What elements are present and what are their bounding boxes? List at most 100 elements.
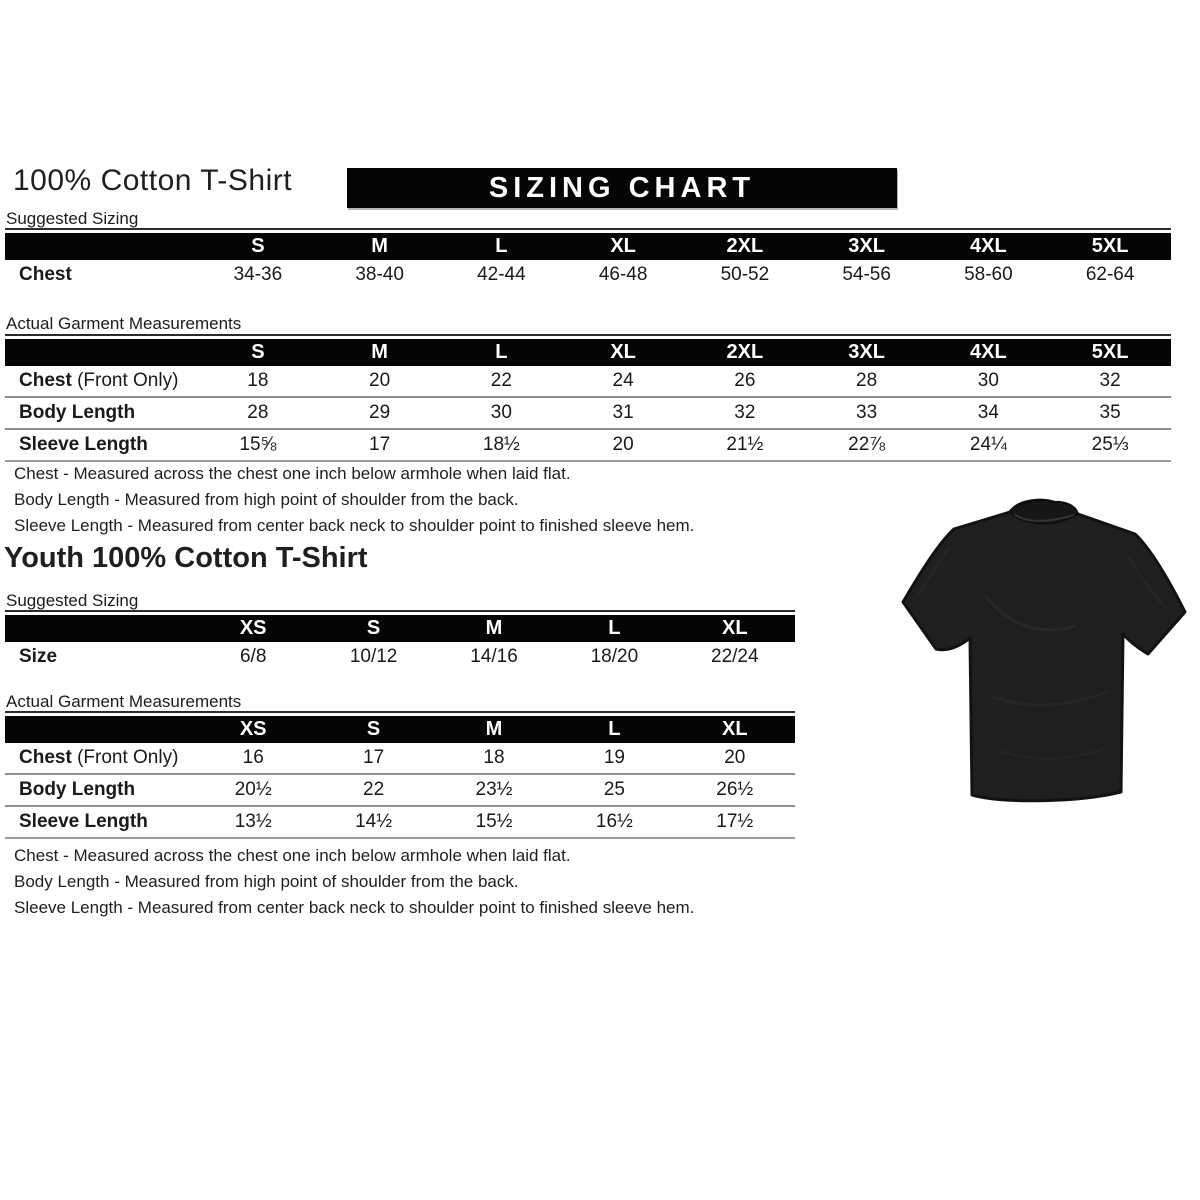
table-cell: 18 <box>247 370 269 391</box>
table-cell: 22⅞ <box>848 434 886 455</box>
note-line: Body Length - Measured from high point o… <box>14 872 519 891</box>
table-rows: Chest 34-36 38-40 42-44 46-48 50-52 54-56 58-60… <box>5 260 1171 290</box>
table-cell: 32 <box>734 402 756 423</box>
row-label-text: Sleeve Length <box>19 811 148 832</box>
row-label: Chest (Front Only) <box>5 743 193 773</box>
sizing-chart-banner: SIZING CHART <box>347 168 897 208</box>
column-header-m: M <box>485 617 503 639</box>
column-header-l: L <box>495 235 508 257</box>
row-label-text: Chest <box>19 370 72 391</box>
column-header-xl: XL <box>722 617 748 639</box>
youth-suggested-sizing-table: XS S M L XL Size 6/8 10/12 14/16 18/20 22/24 <box>5 610 795 672</box>
table-cell: 20½ <box>234 779 272 800</box>
table-cell: 17 <box>363 747 385 768</box>
row-label: Chest (Front Only) <box>5 366 197 396</box>
row-label: Chest <box>5 260 197 290</box>
table-cell: 32 <box>1099 370 1121 391</box>
column-header-3xl: 3XL <box>848 235 885 257</box>
header-spacer-cell <box>5 339 197 366</box>
row-label: Body Length <box>5 775 193 805</box>
table-cell: 19 <box>603 747 625 768</box>
table-cell: 26 <box>734 370 756 391</box>
table-cell: 18 <box>483 747 505 768</box>
table-cell: 28 <box>856 370 878 391</box>
table-cell: 29 <box>369 402 391 423</box>
youth-measurement-notes: Chest - Measured across the chest one in… <box>14 843 694 921</box>
table-row: Body Length 20½ 22 23½ 25 26½ <box>5 773 795 805</box>
table-rows: Chest (Front Only) 16 17 18 19 20 Body Length 2… <box>5 743 795 839</box>
column-header-s: S <box>366 718 381 740</box>
table-cell: 34-36 <box>233 264 283 285</box>
table-header-row: S M L XL 2XL 3XL 4XL 5XL <box>5 339 1171 366</box>
table-cell: 20 <box>612 434 634 455</box>
row-label: Body Length <box>5 398 197 428</box>
column-header-xs: XS <box>239 617 267 639</box>
table-header-row: XS S M L XL <box>5 615 795 642</box>
table-cell: 42-44 <box>477 264 526 285</box>
table-cell: 38-40 <box>355 264 404 285</box>
table-cell: 14½ <box>355 811 393 832</box>
row-label-suffix: (Front Only) <box>71 747 179 768</box>
column-header-5xl: 5XL <box>1091 341 1129 363</box>
row-label-suffix: (Front Only) <box>71 370 179 391</box>
table-row: Body Length 28 29 30 31 32 33 34 35 <box>5 396 1171 428</box>
header-spacer-cell <box>5 233 197 260</box>
note-line: Chest - Measured across the chest one in… <box>14 464 571 483</box>
tshirt-silhouette-icon <box>901 498 1187 803</box>
table-cell: 24 <box>612 370 634 391</box>
youth-suggested-sizing-label: Suggested Sizing <box>6 591 139 610</box>
table-cell: 31 <box>612 402 634 423</box>
column-header-2xl: 2XL <box>726 235 764 257</box>
column-header-m: M <box>371 235 388 257</box>
row-label: Sleeve Length <box>5 430 197 460</box>
table-cell: 24¼ <box>969 434 1007 455</box>
table-cell: 13½ <box>234 811 272 832</box>
adult-actual-measurements-label: Actual Garment Measurements <box>6 314 242 333</box>
table-cell: 26½ <box>716 779 754 800</box>
note-line: Body Length - Measured from high point o… <box>14 490 519 509</box>
table-row: Size 6/8 10/12 14/16 18/20 22/24 <box>5 642 795 672</box>
table-cell: 22/24 <box>711 646 759 667</box>
column-header-xl: XL <box>610 235 636 257</box>
table-cell: 15½ <box>475 811 513 832</box>
row-label-text: Chest <box>19 747 72 768</box>
row-label: Sleeve Length <box>5 807 193 837</box>
table-cell: 20 <box>724 747 746 768</box>
column-header-l: L <box>608 718 621 740</box>
note-line: Sleeve Length - Measured from center bac… <box>14 898 695 917</box>
table-cell: 30 <box>977 370 999 391</box>
table-rows: Chest (Front Only) 18 20 22 24 26 28 30 32 Body L… <box>5 366 1171 462</box>
table-cell: 28 <box>247 402 269 423</box>
youth-actual-measurements-table: XS S M L XL Chest (Front Only) 16 17 18 19 20 Body … <box>5 711 795 839</box>
table-header-row: XS S M L XL <box>5 716 795 743</box>
column-header-l: L <box>495 341 508 363</box>
column-header-xl: XL <box>610 341 636 363</box>
column-header-4xl: 4XL <box>970 341 1007 363</box>
youth-page-title: Youth 100% Cotton T-Shirt <box>4 542 368 574</box>
column-header-s: S <box>251 341 265 363</box>
table-cell: 54-56 <box>842 264 891 285</box>
note-line: Chest - Measured across the chest one in… <box>14 846 571 865</box>
table-cell: 16 <box>242 747 264 768</box>
table-cell: 34 <box>977 402 999 423</box>
column-header-m: M <box>485 718 503 740</box>
table-cell: 50-52 <box>720 264 770 285</box>
adult-suggested-sizing-table: S M L XL 2XL 3XL 4XL 5XL Chest 34-36 38-40 42-44 46-… <box>5 228 1171 290</box>
column-header-3xl: 3XL <box>848 341 885 363</box>
table-rows: Size 6/8 10/12 14/16 18/20 22/24 <box>5 642 795 672</box>
page-title: 100% Cotton T-Shirt <box>13 164 293 197</box>
table-cell: 6/8 <box>239 646 267 667</box>
header-spacer-cell <box>5 716 193 743</box>
table-cell: 22 <box>363 779 385 800</box>
column-header-s: S <box>251 235 265 257</box>
table-cell: 62-64 <box>1085 264 1135 285</box>
tshirt-photo <box>890 476 1198 806</box>
column-header-l: L <box>608 617 621 639</box>
table-row: Sleeve Length 13½ 14½ 15½ 16½ 17½ <box>5 805 795 837</box>
adult-actual-measurements-table: S M L XL 2XL 3XL 4XL 5XL Chest (Front Only) 18 20 2… <box>5 334 1171 462</box>
table-cell: 21½ <box>726 434 764 455</box>
table-row: Sleeve Length 15⅝ 17 18½ 20 21½ 22⅞ 24¼ 25⅓ <box>5 428 1171 460</box>
table-cell: 14/16 <box>470 646 518 667</box>
table-cell: 25⅓ <box>1091 434 1129 455</box>
